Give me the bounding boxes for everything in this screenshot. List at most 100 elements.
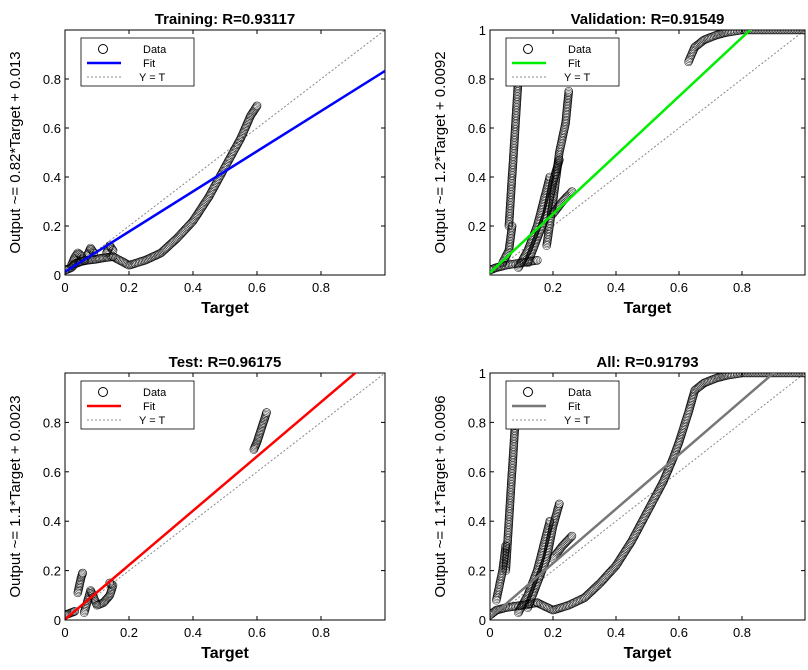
data-point [490,264,497,274]
data-point [651,491,661,501]
y-tick-label: 0.4 [43,514,61,529]
x-tick-label: 0.6 [670,280,688,295]
data-point [181,224,190,234]
data-point [781,373,791,378]
data-point [262,408,271,417]
data-point [642,508,652,518]
data-point [537,600,546,610]
data-point [204,192,214,201]
data-point [122,259,131,269]
chart-panel-3: 0 0.2 0.4 0.6 0.8 0 0.2 0.4 0.6 0.8 Test: R=0.9617… [7,354,386,662]
y-axis-label: Output ~= 1.1*Target + 0.0096 [432,395,449,597]
legend-label: Y = T [139,415,165,427]
data-point [120,258,130,268]
data-point [786,30,796,35]
data-point [261,409,271,419]
data-point [655,482,665,492]
chart-panel-4: 0 0.2 0.4 0.6 0.8 0 0.2 0.4 0.6 0.8 1 All: R=0.9179… [432,354,806,662]
data-point [567,531,577,541]
data-point [515,605,525,615]
data-point [652,488,662,498]
data-point [250,443,259,453]
data-point [629,532,639,542]
legend-label: Y = T [564,415,590,427]
data-point [786,373,796,378]
series-1 [490,373,805,620]
data-point [211,179,221,189]
data-point [759,373,769,378]
x-tick-label: 0.6 [248,625,266,640]
data-point [514,606,524,616]
data-point [767,373,777,378]
data-point [740,373,750,378]
data-point [788,30,797,35]
data-point [565,600,575,609]
data-point [696,381,706,391]
data-point [792,30,802,35]
y-tick-label: 0.6 [43,465,61,480]
data-point [71,251,81,260]
chart-title: Training: R=0.93117 [155,11,296,28]
x-tick-label: 0.8 [312,280,330,295]
data-point [554,155,564,165]
data-point [209,183,218,193]
data-point [210,181,220,190]
data-point [796,30,805,35]
data-point [638,515,648,525]
data-point [224,155,234,165]
data-point [744,30,753,35]
data-point [744,373,753,378]
data-point [516,604,525,613]
data-point [769,30,778,35]
data-point [775,30,785,35]
y-tick-label: 0.8 [468,72,486,87]
y-tick-label: 0.2 [43,564,61,579]
data-point [631,529,640,539]
data-point [769,373,778,378]
x-tick-label: 0.8 [312,625,330,640]
data-point [634,523,643,533]
data-point [207,188,216,197]
data-point [234,137,243,147]
data-point [94,600,103,610]
legend-label: Fit [143,401,155,413]
data-point [794,30,803,35]
data-point [516,602,526,612]
data-point [719,30,728,38]
legend: Data Fit Y = T [80,37,195,87]
data-point [582,591,592,601]
data-point [626,537,636,547]
legend-label: Y = T [139,72,165,84]
data-point [174,231,184,241]
series-1 [65,101,262,275]
legend: Data Fit Y = T [505,37,620,87]
identity-line [490,30,805,275]
data-point [580,593,589,603]
data-point [102,247,112,256]
legend-label: Fit [143,58,155,70]
data-point [745,373,755,378]
data-point [791,373,800,378]
data-point [592,581,602,591]
y-tick-label: 0.4 [43,170,61,185]
data-point [232,140,242,150]
data-point [235,134,245,144]
legend-label: Data [568,44,592,56]
data-point [123,260,132,269]
data-point [203,193,213,203]
y-tick-label: 0.8 [43,415,61,430]
data-point [696,38,706,47]
data-point [518,600,528,609]
data-point [643,506,652,516]
y-tick-label: 0 [54,268,61,283]
data-point [783,373,792,378]
x-tick-label: 0.8 [733,280,751,295]
data-point [636,519,646,529]
x-axis-label: Target [624,300,672,317]
data-point [514,608,523,617]
data-point [654,485,664,495]
legend-label: Data [143,387,167,399]
data-point [251,441,260,451]
data-point [216,169,226,179]
x-tick-label: 0.4 [184,280,202,295]
